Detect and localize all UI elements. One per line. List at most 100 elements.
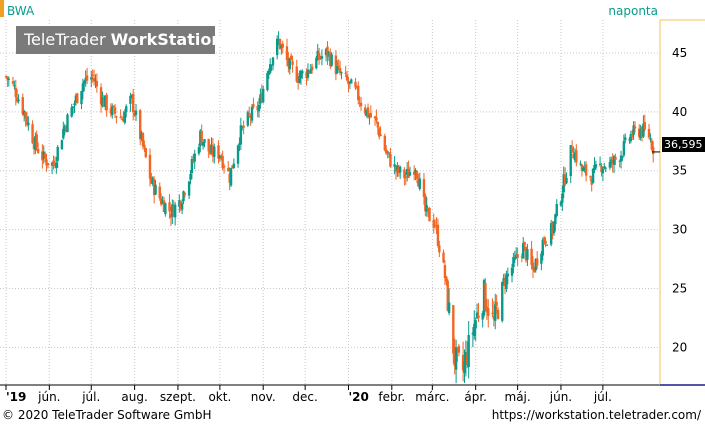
- candle-body: [365, 109, 368, 116]
- candle-body: [296, 79, 300, 83]
- watermark-logo: [16, 26, 215, 54]
- x-tick-label: dec.: [292, 390, 317, 404]
- candle-body: [619, 155, 623, 162]
- x-tick-label: nov.: [251, 390, 276, 404]
- candle-body: [422, 179, 426, 198]
- candle-body: [291, 61, 294, 65]
- candle-body: [24, 111, 27, 119]
- candle-body: [628, 139, 631, 141]
- source-url[interactable]: https://workstation.teletrader.com/: [491, 408, 701, 422]
- candle-body: [549, 223, 553, 245]
- candle-body: [600, 166, 603, 173]
- candle-body: [633, 126, 637, 129]
- candle-body: [6, 76, 9, 80]
- candle-body: [31, 124, 34, 144]
- candle-body: [407, 168, 410, 178]
- candle-body: [120, 119, 124, 121]
- candle-body: [306, 69, 310, 78]
- candle-body: [364, 107, 367, 114]
- candle-body: [42, 151, 45, 159]
- candle-body: [334, 55, 338, 75]
- axes: 20 25 30 35 40 45 '19 jún. júl. aug. szept. okt. nov…: [0, 19, 705, 404]
- candle-body: [359, 102, 363, 107]
- candle-body: [27, 122, 30, 126]
- ticker-symbol[interactable]: BWA: [7, 4, 35, 18]
- candle-body: [288, 58, 291, 70]
- candle-body: [122, 118, 125, 122]
- candle-body: [354, 81, 357, 88]
- candle-body: [123, 112, 127, 123]
- candle-body: [238, 143, 241, 146]
- candle-body: [249, 116, 252, 118]
- candle-body: [99, 87, 103, 105]
- candle-body: [183, 193, 187, 195]
- candle-body: [111, 106, 114, 116]
- candle-body: [298, 76, 301, 83]
- candle-body: [643, 122, 647, 130]
- candle-body: [552, 221, 556, 234]
- candle-body: [4, 76, 8, 78]
- candle-body: [436, 224, 440, 246]
- logo-regular: TeleTrader: [24, 30, 111, 49]
- interval-label[interactable]: naponta: [608, 4, 658, 18]
- candle-body: [591, 168, 595, 184]
- candle-body: [246, 112, 250, 126]
- candle-body: [138, 110, 142, 140]
- candle-body: [15, 97, 19, 102]
- candle-body: [43, 154, 47, 159]
- candle-body: [109, 108, 113, 114]
- candle-body: [415, 171, 419, 179]
- candle-body: [159, 198, 163, 205]
- candle-body: [105, 94, 108, 111]
- candle-body: [563, 174, 567, 185]
- candle-body: [227, 168, 230, 171]
- copyright-text: © 2020 TeleTrader Software GmbH: [2, 408, 212, 422]
- candle-body: [457, 346, 461, 353]
- candle-body: [375, 117, 378, 121]
- x-tick-label: júl.: [593, 390, 612, 404]
- candle-body: [604, 167, 607, 169]
- candle-body: [484, 283, 487, 311]
- candle-body: [115, 116, 118, 118]
- candle-body: [21, 97, 24, 115]
- candle-body: [210, 145, 213, 153]
- candle-body: [295, 66, 298, 82]
- candle-body: [408, 172, 412, 176]
- ticker-marker: [0, 0, 4, 17]
- candle-body: [83, 81, 86, 84]
- candle-body: [569, 145, 572, 177]
- candle-body: [73, 103, 76, 106]
- candle-body: [344, 72, 347, 74]
- candle-body: [417, 179, 420, 187]
- candle-body: [530, 248, 533, 265]
- candle-body: [180, 203, 184, 210]
- candle-body: [580, 164, 584, 171]
- candle-body: [474, 320, 477, 329]
- candle-body: [570, 146, 574, 153]
- candle-body: [562, 174, 565, 193]
- candle-body: [95, 80, 99, 87]
- candle-body: [141, 133, 145, 147]
- candle-body: [45, 159, 48, 166]
- candle-body: [394, 166, 398, 172]
- candle-body: [62, 128, 65, 139]
- candle-body: [275, 38, 279, 56]
- candle-body: [329, 53, 332, 67]
- x-tick-label: aug.: [121, 390, 147, 404]
- candle-body: [611, 160, 614, 164]
- candle-body: [36, 148, 40, 153]
- candle-body: [172, 205, 175, 217]
- candle-body: [485, 306, 489, 313]
- candle-body: [190, 159, 194, 173]
- candle-body: [593, 165, 596, 170]
- last-price-tag: 36,595: [662, 137, 705, 152]
- candle-body: [369, 113, 373, 118]
- candle-body: [573, 152, 577, 161]
- candle-body: [481, 313, 484, 320]
- candle-body: [456, 347, 459, 349]
- candle-body: [357, 85, 360, 101]
- x-tick-label: jún.: [37, 390, 60, 404]
- candle-body: [315, 57, 318, 69]
